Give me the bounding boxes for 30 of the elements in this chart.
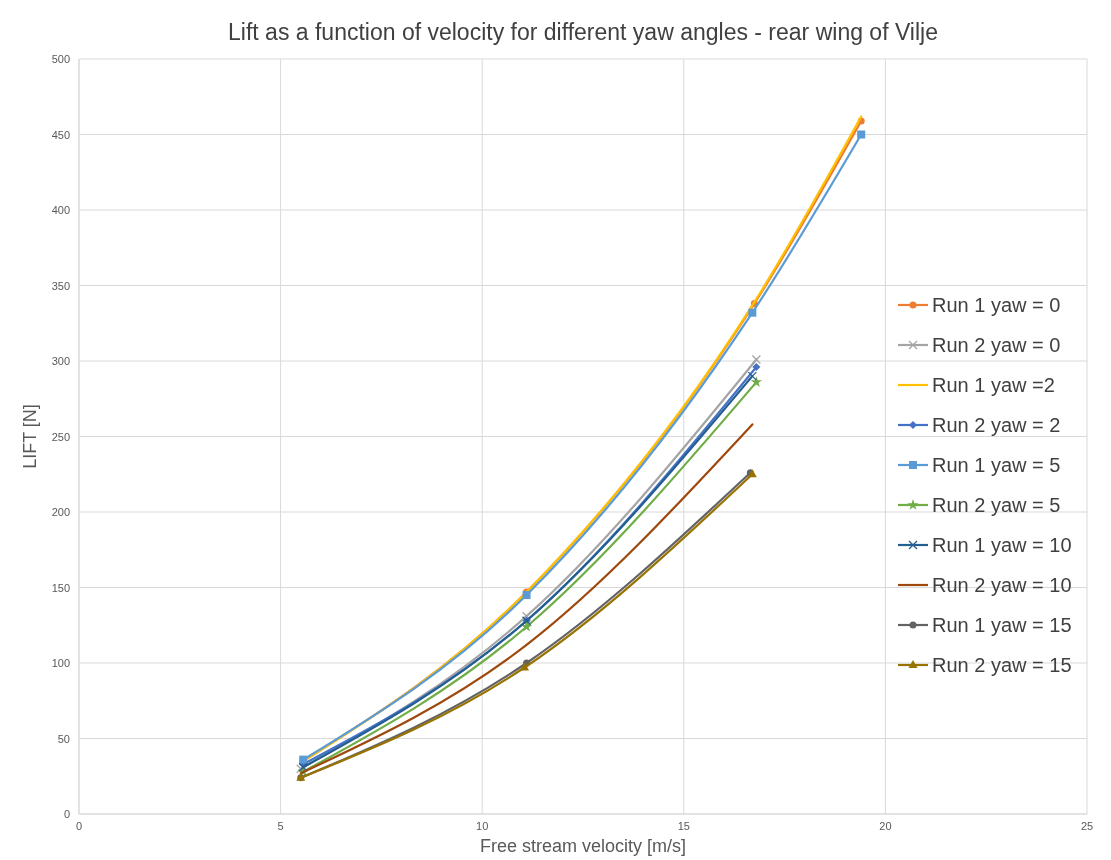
legend-label: Run 1 yaw = 0 bbox=[932, 294, 1061, 316]
y-tick-label: 450 bbox=[51, 128, 70, 141]
legend-label: Run 1 yaw = 15 bbox=[932, 614, 1072, 636]
y-tick-label: 350 bbox=[51, 279, 70, 292]
y-tick-label: 400 bbox=[51, 204, 70, 216]
y-axis-title: LIFT [N] bbox=[20, 404, 40, 469]
y-tick-label: 200 bbox=[51, 506, 70, 518]
y-tick-label: 500 bbox=[51, 53, 70, 65]
legend-label: Run 2 yaw = 5 bbox=[932, 494, 1061, 516]
chart-title: Lift as a function of velocity for different yaw angles - rear wing of Vilje bbox=[228, 19, 938, 45]
y-tick-label: 50 bbox=[57, 732, 70, 745]
legend-label: Run 2 yaw = 10 bbox=[932, 574, 1072, 596]
x-tick-label: 15 bbox=[677, 820, 690, 832]
legend-label: Run 1 yaw =2 bbox=[932, 374, 1055, 396]
legend-label: Run 2 yaw = 0 bbox=[932, 334, 1061, 356]
x-tick-label: 25 bbox=[1080, 820, 1094, 832]
y-tick-label: 100 bbox=[51, 657, 70, 669]
x-tick-label: 10 bbox=[476, 820, 489, 832]
x-tick-label: 20 bbox=[879, 820, 892, 832]
legend-label: Run 2 yaw = 2 bbox=[932, 414, 1061, 436]
x-axis-title: Free stream velocity [m/s] bbox=[479, 836, 687, 856]
legend-label: Run 1 yaw = 5 bbox=[932, 454, 1061, 476]
legend-label: Run 1 yaw = 10 bbox=[932, 534, 1072, 556]
x-tick-label: 0 bbox=[75, 820, 83, 832]
y-tick-label: 300 bbox=[51, 355, 70, 367]
y-tick-label: 150 bbox=[51, 581, 70, 594]
x-tick-label: 5 bbox=[277, 820, 284, 832]
y-tick-label: 0 bbox=[63, 808, 70, 820]
legend-label: Run 2 yaw = 15 bbox=[932, 654, 1072, 676]
y-tick-label: 250 bbox=[51, 430, 70, 443]
